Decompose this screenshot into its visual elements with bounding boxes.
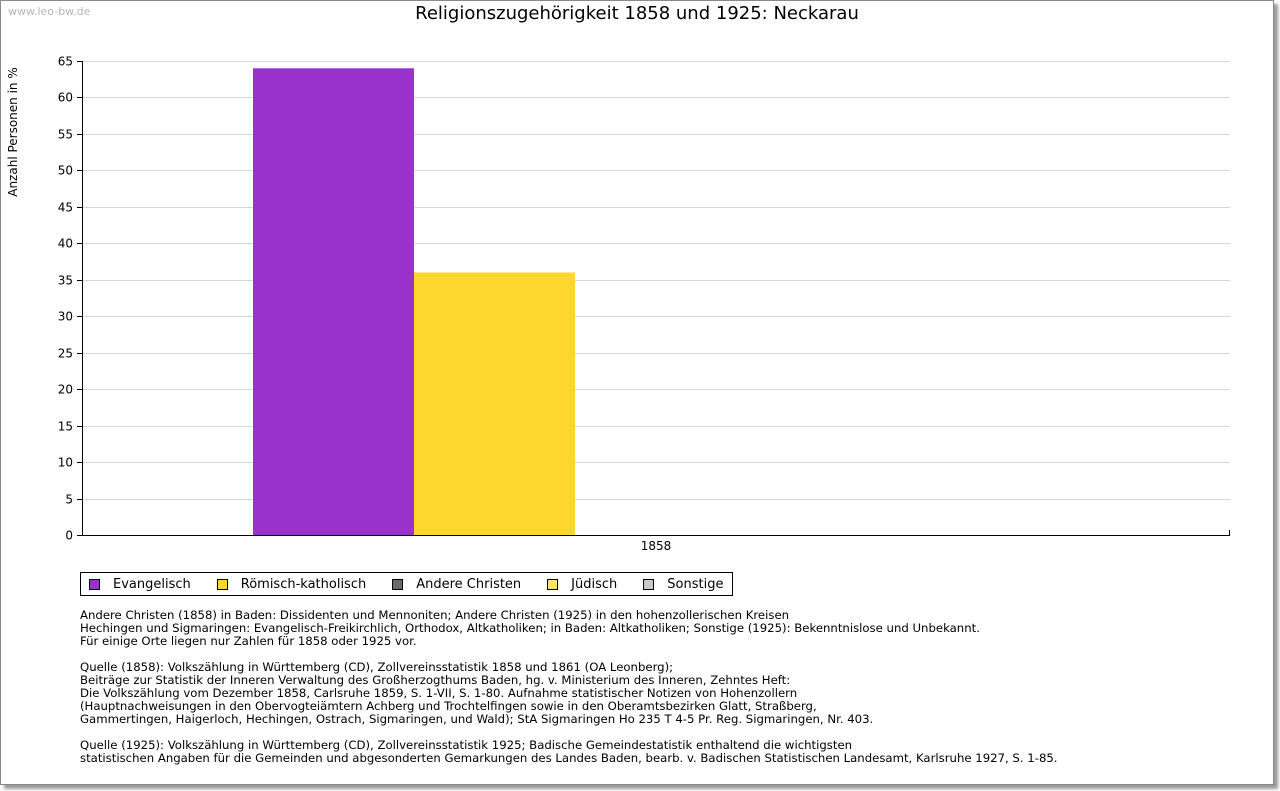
bar-evangelisch — [253, 68, 414, 536]
legend: Evangelisch Römisch-katholisch Andere Chri… — [80, 572, 734, 596]
bar-chart: 0 5 10 15 20 25 30 35 40 45 50 55 60 65 1858 — [58, 55, 1230, 553]
y-tick-label: 0 — [65, 529, 73, 543]
legend-swatch — [547, 578, 559, 590]
chart-title: Religionszugehörigkeit 1858 und 1925: Ne… — [415, 3, 859, 24]
source-line: statistischen Angaben für die Gemeinden … — [80, 751, 1058, 765]
legend-label: Sonstige — [667, 576, 724, 592]
y-tick-label: 10 — [58, 456, 73, 470]
source-line: Die Volkszählung vom Dezember 1858, Carl… — [80, 686, 798, 700]
y-tick-label: 60 — [58, 91, 73, 105]
bar-r-misch-katholisch — [414, 272, 575, 535]
y-tick-label: 50 — [58, 164, 73, 178]
y-tick-label: 65 — [58, 55, 73, 69]
legend-swatch — [216, 578, 228, 590]
y-tick-label: 15 — [58, 420, 73, 434]
source-line: Quelle (1925): Volkszählung in Württembe… — [80, 738, 853, 752]
y-tick-label: 30 — [58, 310, 73, 324]
y-axis-label: Anzahl Personen in % — [6, 67, 20, 197]
legend-label: Römisch-katholisch — [240, 576, 367, 592]
notes: Andere Christen (1858) in Baden: Disside… — [80, 609, 1058, 765]
legend-item: Römisch-katholisch — [216, 576, 367, 592]
y-tick-label: 55 — [58, 128, 73, 142]
note-line: Andere Christen (1858) in Baden: Disside… — [80, 608, 790, 622]
source-line: Beiträge zur Statistik der Inneren Verwa… — [80, 673, 791, 687]
legend-label: Andere Christen — [416, 576, 522, 592]
legend-label: Evangelisch — [113, 576, 191, 592]
note-line: Für einige Orte liegen nur Zahlen für 18… — [80, 634, 417, 648]
legend-label: Jüdisch — [571, 576, 618, 592]
y-tick-label: 35 — [58, 274, 73, 288]
legend-swatch — [89, 578, 100, 590]
y-tick-label: 25 — [58, 347, 73, 361]
legend-item: Sonstige — [643, 577, 723, 592]
y-tick-label: 40 — [58, 237, 73, 251]
watermark: www.leo-bw.de — [8, 5, 91, 18]
legend-swatch — [392, 578, 404, 590]
legend-swatch — [643, 578, 655, 590]
legend-item: Jüdisch — [547, 577, 617, 592]
source-line: (Hauptnachweisungen in den Obervogteiämt… — [80, 699, 817, 713]
note-line: Hechingen und Sigmaringen: Evangelisch-F… — [80, 621, 980, 635]
x-tick-label: 1858 — [641, 539, 672, 553]
y-tick-label: 20 — [58, 383, 73, 397]
y-tick-label: 5 — [65, 493, 73, 507]
legend-item: Evangelisch — [89, 577, 191, 592]
y-tick-label: 45 — [58, 201, 73, 215]
source-line: Gammertingen, Haigerloch, Hechingen, Ost… — [80, 712, 874, 726]
source-line: Quelle (1858): Volkszählung in Württembe… — [80, 660, 674, 674]
legend-item: Andere Christen — [392, 577, 521, 592]
